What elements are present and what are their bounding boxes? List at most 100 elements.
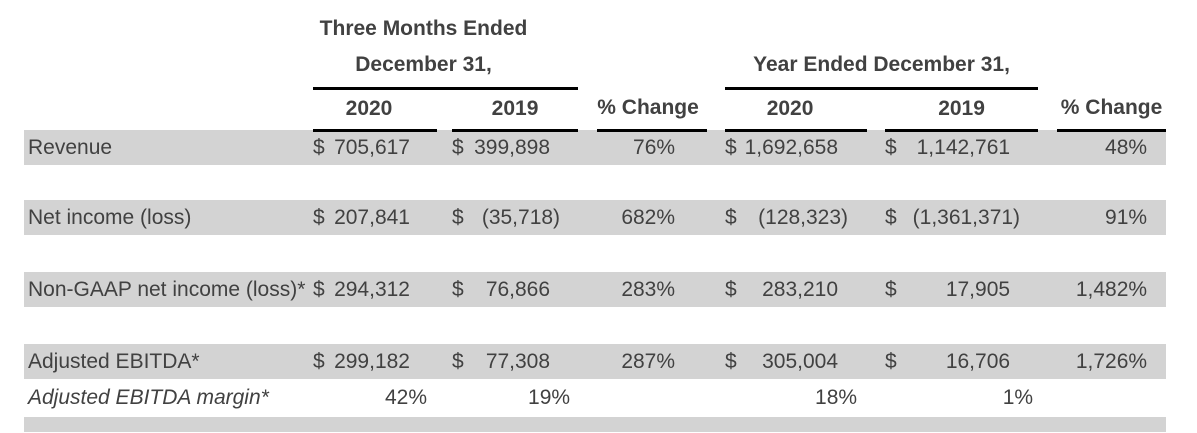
col-header-tm-2020: 2020 [313, 88, 437, 132]
spacer-cell [867, 200, 885, 235]
value-yr-pct-change: 1,726% [1075, 349, 1148, 373]
value-yr-2020: 18% [815, 386, 858, 409]
spacer-cell [1038, 200, 1057, 235]
spacer-cell [578, 344, 597, 379]
spacer-cell [707, 344, 725, 379]
period-header-row: Three Months Ended December 31, Year End… [24, 0, 1166, 90]
three-months-ended-line2: December 31, [355, 52, 492, 76]
spacer-cell [24, 88, 313, 130]
value-tm-pct-change: 283% [621, 277, 676, 301]
spacer-cell [867, 272, 885, 307]
spacer-cell [867, 130, 885, 165]
currency-symbol: $ [313, 349, 325, 373]
gap-row [24, 307, 1166, 344]
col-header-tm-2019: 2019 [452, 88, 579, 132]
table-row-adjusted-ebitda-margin: Adjusted EBITDA margin* 42% 19% 18% 1% [24, 379, 1167, 417]
spacer-cell [707, 379, 725, 417]
spacer-cell [1038, 344, 1057, 379]
year-ended-header: Year Ended December 31, [725, 0, 1039, 90]
spacer-cell [597, 379, 707, 417]
currency-symbol: $ [452, 136, 464, 160]
value-tm-2019: 399,898 [474, 136, 551, 160]
spacer-cell [24, 235, 1166, 272]
col-header-yr-pct-change: % Change [1057, 88, 1167, 132]
spacer-cell [1038, 88, 1057, 130]
spacer-cell [578, 88, 597, 130]
three-months-ended-line1: Three Months Ended [319, 16, 528, 40]
value-tm-2019: 19% [528, 386, 571, 409]
row-label: Adjusted EBITDA margin* [28, 386, 269, 409]
value-tm-2019: 77,308 [485, 349, 551, 373]
spacer-cell [578, 0, 597, 88]
spacer-cell [707, 130, 725, 165]
spacer-cell [24, 417, 1166, 432]
spacer-cell [867, 88, 885, 130]
spacer-cell [707, 88, 725, 130]
value-tm-pct-change: 287% [621, 349, 676, 373]
spacer-cell [452, 379, 464, 417]
currency-symbol: $ [313, 277, 325, 301]
row-label: Net income (loss) [28, 205, 192, 229]
value-tm-2019: 76,866 [485, 277, 551, 301]
currency-symbol: $ [725, 277, 737, 301]
currency-symbol: $ [313, 136, 325, 160]
currency-symbol: $ [725, 136, 737, 160]
bottom-shaded-row [24, 417, 1167, 432]
financial-results-table: Three Months Ended December 31, Year End… [24, 0, 1167, 432]
spacer-cell [725, 379, 737, 417]
value-yr-2020: (128,323) [758, 205, 849, 229]
currency-symbol: $ [313, 205, 325, 229]
table-row-revenue: Revenue $ 705,617 $ 399,898 76% $ 1,692,… [24, 130, 1167, 165]
gap-row [24, 235, 1166, 272]
spacer-cell [867, 379, 885, 417]
value-yr-2020: 1,692,658 [744, 136, 839, 160]
spacer-cell [1038, 130, 1057, 165]
spacer-cell [1057, 379, 1166, 417]
spacer-cell [885, 379, 897, 417]
spacer-cell [1038, 379, 1057, 417]
spacer-cell [24, 165, 1166, 200]
value-yr-2019: 16,706 [945, 349, 1011, 373]
currency-symbol: $ [885, 136, 897, 160]
row-label: Revenue [28, 135, 113, 159]
value-yr-2019: 17,905 [945, 277, 1011, 301]
year-ended-title: Year Ended December 31, [753, 52, 1010, 76]
spacer-cell [578, 272, 597, 307]
spacer-cell [437, 88, 452, 130]
table-row-net-income: Net income (loss) $ 207,841 $ (35,718) 6… [24, 200, 1167, 235]
currency-symbol: $ [452, 277, 464, 301]
spacer-cell [437, 200, 452, 235]
spacer-cell [437, 272, 452, 307]
value-tm-2020: 294,312 [334, 277, 410, 301]
spacer-cell [1038, 272, 1057, 307]
currency-symbol: $ [725, 205, 737, 229]
spacer-cell [24, 307, 1166, 344]
table-row-adjusted-ebitda: Adjusted EBITDA* $ 299,182 $ 77,308 287%… [24, 344, 1167, 379]
col-header-yr-2020: 2020 [725, 88, 868, 132]
spacer-cell [437, 344, 452, 379]
value-tm-pct-change: 682% [621, 205, 676, 229]
value-yr-pct-change: 48% [1105, 136, 1148, 160]
currency-symbol: $ [452, 205, 464, 229]
spacer-cell [578, 130, 597, 165]
value-yr-2019: (1,361,371) [912, 205, 1021, 229]
value-tm-2020: 299,182 [334, 349, 410, 373]
spacer-cell [313, 379, 325, 417]
spacer-cell [707, 200, 725, 235]
spacer-cell [707, 272, 725, 307]
spacer-cell [24, 0, 313, 88]
value-yr-2020: 283,210 [762, 277, 839, 301]
three-months-ended-header: Three Months Ended December 31, [313, 0, 579, 90]
spacer-cell [707, 0, 725, 88]
value-tm-2020: 207,841 [334, 205, 410, 229]
col-header-yr-2019: 2019 [885, 88, 1039, 132]
value-yr-2019: 1% [1002, 386, 1034, 409]
spacer-cell [578, 379, 597, 417]
spacer-cell [578, 200, 597, 235]
column-header-row: 2020 2019 % Change 2020 2019 % Change [24, 88, 1167, 132]
gap-row [24, 165, 1166, 200]
table-row-non-gaap-net-income: Non-GAAP net income (loss)* $ 294,312 $ … [24, 272, 1167, 307]
currency-symbol: $ [725, 349, 737, 373]
row-label: Non-GAAP net income (loss)* [28, 277, 306, 301]
